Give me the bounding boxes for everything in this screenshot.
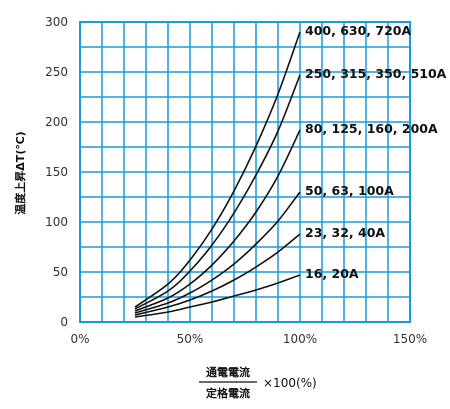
y-tick-label-4: 200 bbox=[45, 115, 68, 129]
series-line-3 bbox=[134, 191, 301, 314]
plot-border bbox=[79, 21, 411, 323]
x-axis-label: 通電電流 定格電流 ×100(%) bbox=[199, 365, 317, 400]
series-label-1: 250, 315, 350, 510A bbox=[305, 66, 447, 81]
series-labels: 400, 630, 720A 250, 315, 350, 510A 80, 125… bbox=[305, 23, 447, 281]
y-tick-label-5: 250 bbox=[45, 65, 68, 79]
y-axis-label: 温度上昇ΔT(℃) bbox=[13, 131, 27, 214]
y-tick-labels: 0 50 100 150 200 250 300 bbox=[45, 15, 68, 329]
x-tick-label-1: 50% bbox=[177, 332, 204, 346]
series-label-2: 80, 125, 160, 200A bbox=[305, 121, 438, 136]
x-tick-labels: 0% 50% 100% 150% bbox=[70, 332, 427, 346]
y-tick-label-3: 150 bbox=[45, 165, 68, 179]
x-tick-label-3: 150% bbox=[393, 332, 427, 346]
x-axis-label-numerator: 通電電流 bbox=[206, 365, 250, 379]
y-tick-label-2: 100 bbox=[45, 215, 68, 229]
series-label-5: 16, 20A bbox=[305, 266, 359, 281]
y-tick-label-1: 50 bbox=[53, 265, 68, 279]
series-line-5 bbox=[134, 274, 301, 318]
x-tick-label-2: 100% bbox=[283, 332, 317, 346]
series-label-4: 23, 32, 40A bbox=[305, 225, 385, 240]
plot-frame bbox=[79, 21, 411, 323]
series-label-0: 400, 630, 720A bbox=[305, 23, 411, 38]
series-line-4 bbox=[134, 233, 301, 316]
x-axis-label-denominator: 定格電流 bbox=[206, 386, 250, 400]
y-tick-label-0: 0 bbox=[60, 315, 68, 329]
series-line-0 bbox=[134, 31, 301, 308]
series-line-2 bbox=[134, 129, 301, 312]
series-lines bbox=[134, 31, 301, 318]
series-label-3: 50, 63, 100A bbox=[305, 183, 394, 198]
y-tick-label-6: 300 bbox=[45, 15, 68, 29]
series-line-1 bbox=[134, 74, 301, 310]
x-axis-label-multiplier: ×100(%) bbox=[263, 376, 317, 390]
x-tick-label-0: 0% bbox=[70, 332, 89, 346]
